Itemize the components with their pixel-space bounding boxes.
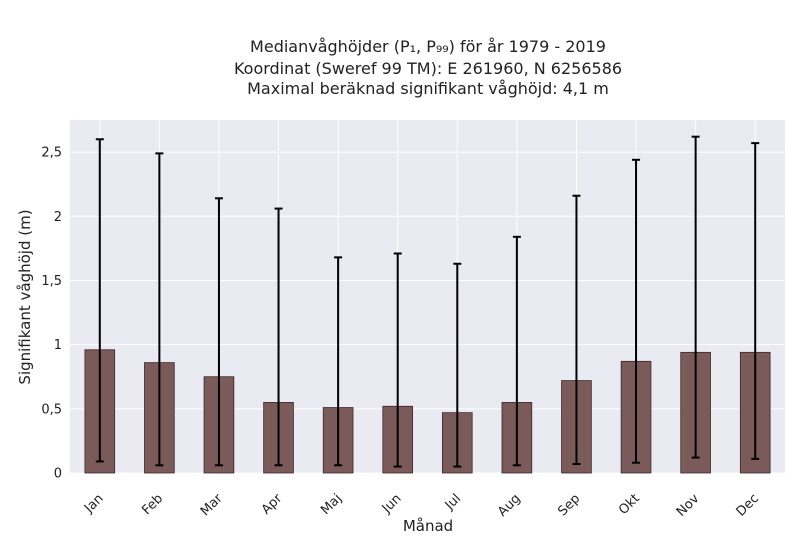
error-bar — [393, 252, 402, 468]
x-axis-ticks: Jan Feb Mar Apr Maj Jun Jul Aug Sep Okt Nov Dec — [81, 491, 762, 520]
x-tick-label: Sep — [555, 491, 583, 519]
error-bar — [453, 262, 462, 468]
error-bars — [95, 135, 760, 468]
x-tick-label: Maj — [318, 491, 345, 518]
error-bar — [691, 135, 700, 459]
y-axis-ticks: 0 0,5 1 1,5 2 2,5 — [41, 146, 62, 482]
chart-title: Medianvåghöjder (P₁, P₉₉) för år 1979 - … — [234, 37, 622, 98]
x-tick-label: Jan — [81, 491, 106, 516]
y-tick-label: 2,5 — [41, 146, 62, 161]
x-axis-label: Månad — [403, 517, 453, 535]
x-tick-label: Jul — [442, 491, 464, 513]
error-bar — [155, 152, 164, 467]
y-tick-label: 2 — [54, 210, 62, 225]
x-tick-label: Aug — [495, 491, 524, 520]
y-tick-label: 1 — [54, 338, 62, 353]
error-bar — [751, 142, 760, 460]
x-tick-label: Nov — [674, 491, 703, 520]
chart-title-line-1: Medianvåghöjder (P₁, P₉₉) för år 1979 - … — [250, 37, 606, 56]
error-bar — [572, 194, 581, 466]
x-tick-label: Jun — [379, 491, 405, 517]
x-tick-label: Dec — [734, 491, 762, 519]
y-tick-label: 1,5 — [41, 274, 62, 289]
y-tick-label: 0,5 — [41, 402, 62, 417]
error-bar — [632, 158, 641, 464]
error-bar — [334, 256, 343, 467]
error-bar — [274, 207, 283, 467]
error-bar — [512, 235, 521, 467]
chart-title-line-3: Maximal beräknad signifikant våghöjd: 4,… — [247, 79, 609, 98]
y-axis-label: Signifikant våghöjd (m) — [16, 209, 34, 384]
y-tick-label: 0 — [54, 467, 62, 482]
error-bar — [214, 197, 223, 467]
x-tick-label: Mar — [198, 491, 226, 519]
error-bar — [95, 138, 104, 463]
x-tick-label: Apr — [259, 491, 286, 518]
x-tick-label: Okt — [616, 491, 643, 518]
plot-area — [70, 120, 785, 473]
x-tick-label: Feb — [139, 491, 166, 518]
chart-title-line-2: Koordinat (Sweref 99 TM): E 261960, N 62… — [234, 59, 622, 78]
